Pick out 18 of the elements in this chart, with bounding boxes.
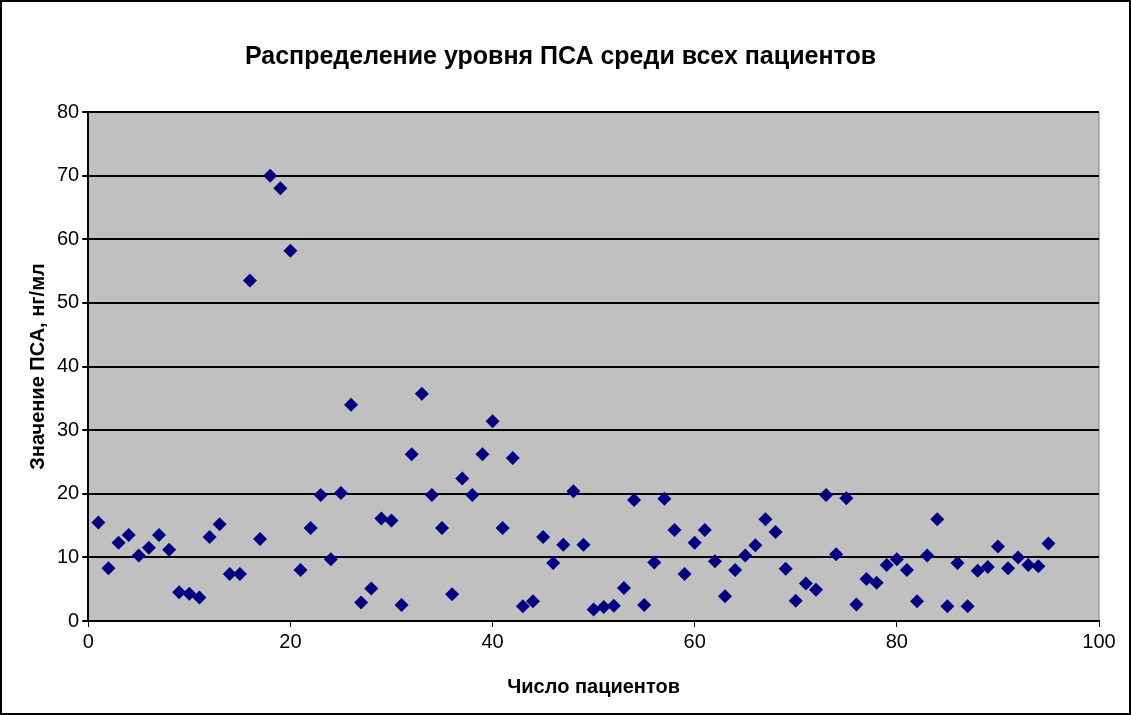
x-tick-label: 60 [683, 629, 706, 652]
y-tick-label: 40 [57, 354, 80, 377]
y-tick-label: 10 [57, 544, 80, 567]
y-tick-label: 0 [68, 608, 80, 631]
y-tick-label: 60 [57, 226, 80, 249]
x-tick-label: 0 [82, 629, 94, 652]
y-tick-label: 70 [57, 163, 80, 186]
y-tick-label: 20 [57, 481, 80, 504]
y-tick-label: 80 [57, 99, 80, 122]
x-tick-label: 80 [885, 629, 908, 652]
x-axis-title: Число пациентов [507, 674, 680, 697]
chart-title: Распределение уровня ПСА среди всех пациентов [244, 40, 877, 69]
y-axis-title: Значение ПСА, нг/мл [25, 263, 48, 470]
x-tick-label: 100 [1082, 629, 1116, 652]
y-tick-label: 30 [57, 417, 80, 440]
x-tick-label: 40 [481, 629, 504, 652]
x-tick-label: 20 [279, 629, 302, 652]
y-tick-label: 50 [57, 290, 80, 313]
